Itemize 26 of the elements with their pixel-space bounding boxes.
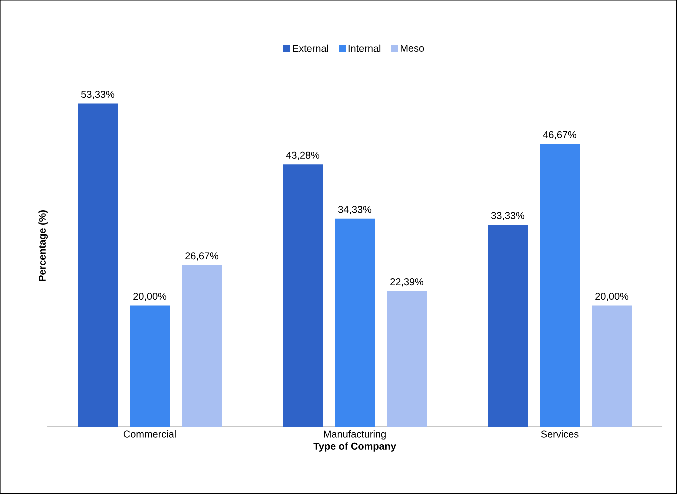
bar (78, 104, 118, 427)
bar (592, 306, 632, 427)
data-label: 33,33% (491, 212, 525, 220)
bar (283, 164, 324, 427)
bar (130, 306, 170, 427)
y-axis-title: Percentage (%) (38, 210, 48, 282)
bar (182, 265, 222, 427)
x-tick-label: Commercial (124, 430, 176, 438)
legend-label: External (293, 44, 328, 52)
data-label: 26,67% (186, 252, 219, 261)
data-label: 43,28% (286, 152, 320, 160)
bar (335, 218, 376, 427)
data-label: 22,39% (390, 278, 424, 287)
legend-label: Meso (401, 45, 424, 52)
data-label: 20,00% (134, 293, 167, 302)
x-tick-label: Services (541, 430, 579, 438)
data-label: 46,67% (543, 131, 577, 140)
legend-label: Internal (348, 44, 381, 52)
data-label: 53,33% (82, 91, 115, 100)
data-label: 20,00% (596, 293, 629, 302)
x-axis-title: Type of Company (314, 442, 396, 452)
bar (488, 224, 528, 427)
bar (387, 291, 428, 427)
data-label: 34,33% (338, 206, 372, 214)
x-tick-label: Manufacturing (324, 430, 386, 440)
bar (540, 144, 580, 427)
